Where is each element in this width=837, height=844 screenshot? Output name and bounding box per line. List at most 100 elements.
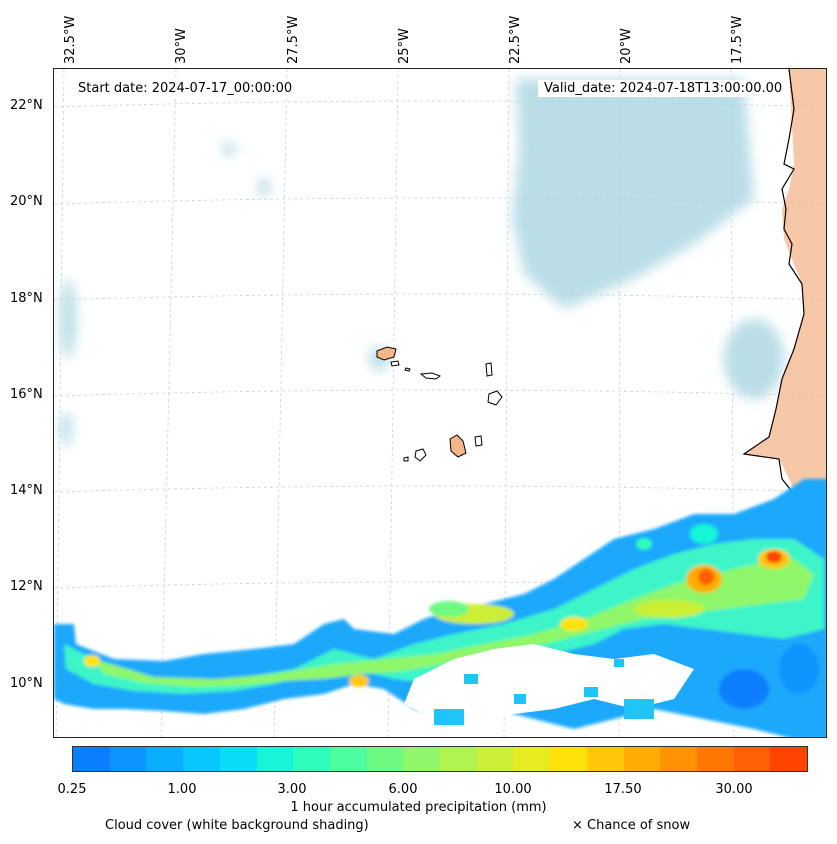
precip-cell bbox=[698, 569, 714, 585]
gridline-lat bbox=[54, 389, 826, 397]
start-date-label: Start date: 2024-07-17_00:00:00 bbox=[72, 80, 299, 97]
gridline-lon bbox=[387, 69, 399, 737]
precip-small-cells bbox=[434, 659, 654, 725]
precip-cell bbox=[779, 644, 819, 694]
cape-verde-islands bbox=[376, 346, 503, 462]
precip-cell bbox=[84, 655, 100, 667]
colorbar-segment bbox=[403, 747, 441, 771]
precip-cell bbox=[636, 538, 652, 550]
cloud-region bbox=[724, 319, 784, 399]
island-boa-vista bbox=[487, 390, 503, 406]
snow-note: × Chance of snow bbox=[572, 818, 691, 833]
precip-cell bbox=[624, 699, 654, 719]
precipitation-colorbar bbox=[72, 746, 808, 772]
colorbar-segment bbox=[550, 747, 587, 771]
map-panel[interactable]: Start date: 2024-07-17_00:00:00 Valid_da… bbox=[53, 68, 827, 738]
valid-date-wrap: Valid_date: 2024-07-18T13:00:00.00 bbox=[538, 80, 789, 97]
gridline-lat bbox=[54, 100, 826, 108]
lon-label-30w: 30°W bbox=[174, 28, 189, 64]
colorbar-segment bbox=[770, 747, 808, 771]
colorbar-segment bbox=[73, 747, 110, 771]
gridline-lat bbox=[54, 485, 826, 493]
colorbar-tick: 17.50 bbox=[604, 782, 642, 797]
precip-gap bbox=[614, 659, 669, 694]
map-canvas: Start date: 2024-07-17_00:00:00 Valid_da… bbox=[54, 69, 826, 737]
lon-label-25w: 25°W bbox=[397, 28, 412, 64]
cloud-region bbox=[60, 279, 76, 359]
colorbar-tick: 1.00 bbox=[167, 782, 197, 797]
island-sao-nicolau bbox=[419, 372, 442, 380]
lon-label-22-5w: 22.5°W bbox=[508, 15, 523, 64]
gridline-lon bbox=[160, 69, 177, 737]
precip-cell bbox=[429, 601, 469, 617]
cloud-region bbox=[512, 79, 754, 309]
colorbar-segment bbox=[696, 747, 734, 771]
africa-land bbox=[744, 69, 826, 509]
island-brava bbox=[403, 456, 409, 462]
colorbar-segment bbox=[183, 747, 220, 771]
precip-cell bbox=[614, 659, 624, 667]
precip-cell bbox=[349, 675, 369, 687]
lat-label-12n: 12°N bbox=[10, 579, 43, 594]
colorbar-segment bbox=[476, 747, 514, 771]
island-santa-luzia bbox=[404, 367, 411, 372]
cloud-cover bbox=[60, 79, 784, 447]
colorbar-segment bbox=[109, 747, 147, 771]
colorbar-tick: 10.00 bbox=[494, 782, 532, 797]
colorbar-tick: 0.25 bbox=[57, 782, 87, 797]
gridline-lon bbox=[273, 69, 288, 737]
lon-label-17-5w: 17.5°W bbox=[730, 15, 745, 64]
precip-cell bbox=[584, 687, 598, 697]
precip-cell bbox=[634, 600, 704, 618]
colorbar-segment bbox=[256, 747, 294, 771]
valid-date-label: Valid_date: 2024-07-18T13:00:00.00 bbox=[538, 80, 789, 97]
colorbar-segment bbox=[623, 747, 661, 771]
lat-label-22n: 22°N bbox=[10, 98, 43, 113]
cloud-region bbox=[60, 411, 72, 447]
precip-cell bbox=[560, 617, 588, 631]
colorbar-segment bbox=[146, 747, 184, 771]
precip-cell bbox=[434, 709, 464, 725]
colorbar-segment bbox=[329, 747, 367, 771]
lon-label-27-5w: 27.5°W bbox=[286, 15, 301, 64]
colorbar-segment bbox=[586, 747, 624, 771]
colorbar-segment bbox=[440, 747, 477, 771]
colorbar-segment bbox=[513, 747, 551, 771]
colorbar-tick: 3.00 bbox=[277, 782, 307, 797]
cloud-region bbox=[221, 143, 237, 155]
island-sal bbox=[485, 362, 493, 377]
start-date-wrap: Start date: 2024-07-17_00:00:00 bbox=[72, 80, 299, 97]
island-sao-vicente bbox=[390, 360, 400, 367]
precip-band bbox=[64, 539, 824, 694]
lat-label-14n: 14°N bbox=[10, 483, 43, 498]
colorbar-segment bbox=[660, 747, 697, 771]
colorbar-tick: 6.00 bbox=[388, 782, 418, 797]
precip-cell bbox=[514, 694, 526, 704]
precip-cell bbox=[719, 669, 769, 709]
lat-label-18n: 18°N bbox=[10, 291, 43, 306]
colorbar-segment bbox=[366, 747, 404, 771]
island-maio bbox=[474, 435, 483, 447]
lat-label-20n: 20°N bbox=[10, 194, 43, 209]
colorbar-label: 1 hour accumulated precipitation (mm) bbox=[290, 800, 547, 815]
island-santo-antao bbox=[376, 346, 397, 361]
island-fogo bbox=[414, 448, 427, 462]
gridline-lat bbox=[54, 293, 826, 301]
cloud-cover-note: Cloud cover (white background shading) bbox=[105, 818, 369, 833]
precip-cell bbox=[766, 551, 782, 563]
colorbar-segment bbox=[293, 747, 330, 771]
precip-cell bbox=[464, 674, 478, 684]
gridline-lat bbox=[54, 197, 826, 205]
colorbar-segment bbox=[219, 747, 257, 771]
lat-label-10n: 10°N bbox=[10, 676, 43, 691]
lon-label-20w: 20°W bbox=[619, 28, 634, 64]
lat-label-16n: 16°N bbox=[10, 387, 43, 402]
africa-coastline bbox=[742, 69, 807, 525]
lon-label-32-5w: 32.5°W bbox=[63, 15, 78, 64]
island-santiago bbox=[449, 434, 467, 458]
gridline-lat bbox=[54, 581, 826, 589]
cloud-region bbox=[258, 177, 270, 197]
colorbar-segment bbox=[733, 747, 771, 771]
colorbar-tick: 30.00 bbox=[715, 782, 753, 797]
precip-cell bbox=[690, 524, 718, 544]
